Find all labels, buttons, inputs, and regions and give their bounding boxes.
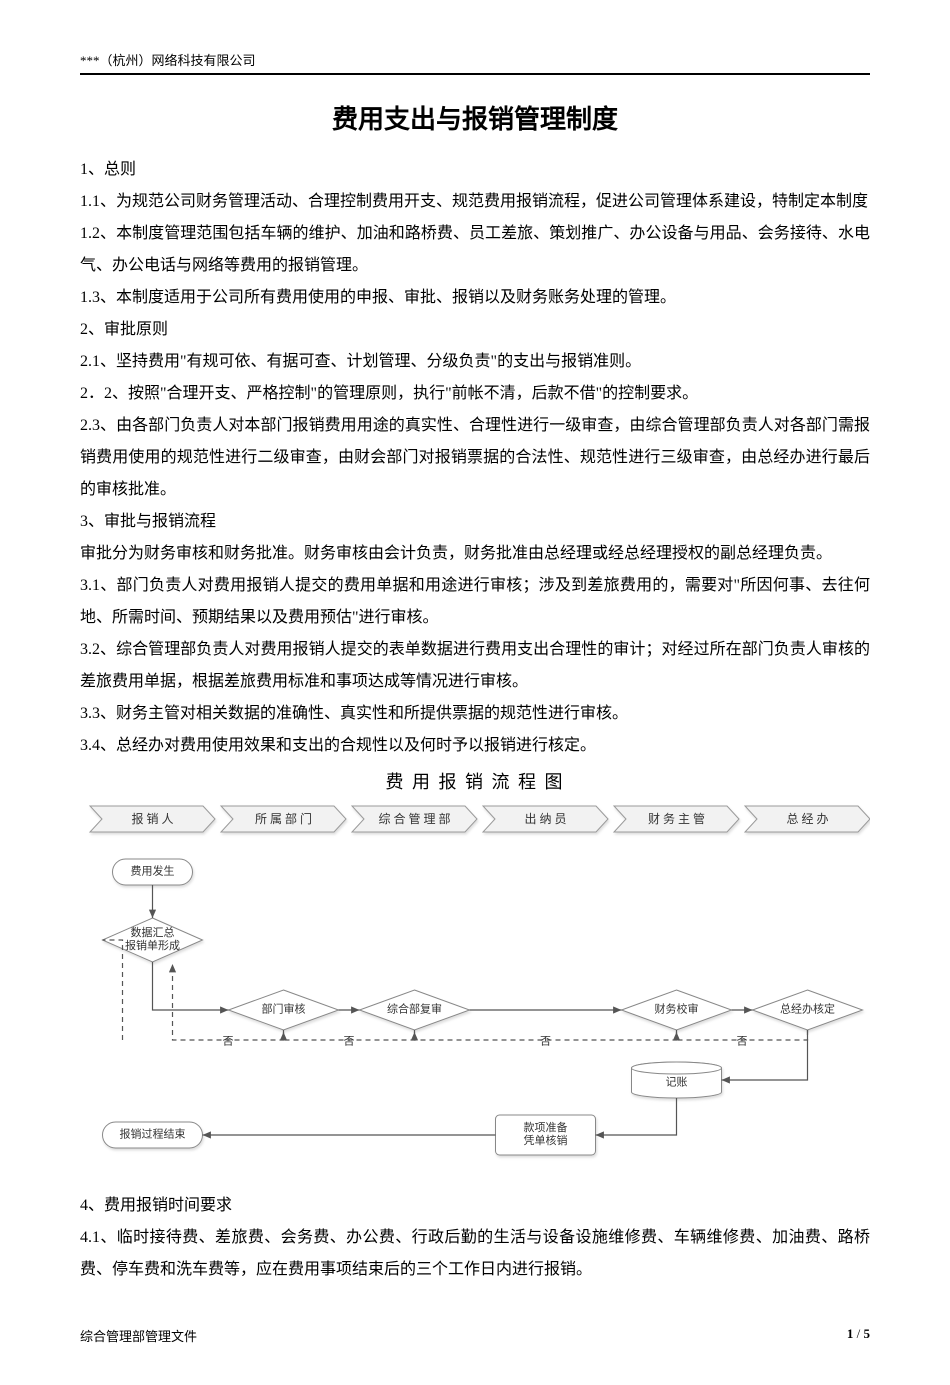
para-4-1: 4.1、临时接待费、差旅费、会务费、办公费、行政后勤的生活与设备设施维修费、车辆… <box>80 1222 870 1286</box>
page-total: 5 <box>864 1326 871 1341</box>
svg-text:财 务 主 管: 财 务 主 管 <box>648 811 705 826</box>
section-3-heading: 3、审批与报销流程 <box>80 506 870 538</box>
footer-page: 1 / 5 <box>847 1326 870 1345</box>
para-1-1: 1.1、为规范公司财务管理活动、合理控制费用开支、规范费用报销流程，促进公司管理… <box>80 186 870 218</box>
flowchart: 报 销 人 所 属 部 门 综 合 管 理 部 出 纳 员 财 务 主 管 总 经 办费用… <box>80 800 870 1170</box>
svg-text:凭单核销: 凭单核销 <box>524 1133 568 1147</box>
svg-text:所 属 部 门: 所 属 部 门 <box>255 811 312 826</box>
svg-text:款项准备: 款项准备 <box>524 1120 568 1134</box>
svg-text:部门审核: 部门审核 <box>262 1002 306 1016</box>
svg-text:总 经 办: 总 经 办 <box>786 811 828 826</box>
svg-text:否: 否 <box>344 1036 355 1048</box>
section-1-heading: 1、总则 <box>80 154 870 186</box>
svg-text:否: 否 <box>737 1036 748 1048</box>
svg-text:总经办核定: 总经办核定 <box>780 1002 835 1016</box>
document-body: 1、总则 1.1、为规范公司财务管理活动、合理控制费用开支、规范费用报销流程，促… <box>80 154 870 762</box>
document-body-2: 4、费用报销时间要求 4.1、临时接待费、差旅费、会务费、办公费、行政后勤的生活… <box>80 1190 870 1286</box>
page-sep: / <box>853 1326 863 1341</box>
flowchart-title: 费 用 报 销 流 程 图 <box>80 768 870 794</box>
para-3-1: 3.1、部门负责人对费用报销人提交的费用单据和用途进行审核；涉及到差旅费用的，需… <box>80 570 870 634</box>
svg-text:出 纳 员: 出 纳 员 <box>524 812 566 826</box>
svg-text:综合部复审: 综合部复审 <box>387 1002 442 1016</box>
para-1-2: 1.2、本制度管理范围包括车辆的维护、加油和路桥费、员工差旅、策划推广、办公设备… <box>80 218 870 282</box>
svg-text:综 合 管 理 部: 综 合 管 理 部 <box>378 811 450 826</box>
para-3-intro: 审批分为财务审核和财务批准。财务审核由会计负责，财务批准由总经理或经总经理授权的… <box>80 538 870 570</box>
header-company: ***（杭州）网络科技有限公司 <box>80 50 870 75</box>
section-4-heading: 4、费用报销时间要求 <box>80 1190 870 1222</box>
page-footer: 综合管理部管理文件 1 / 5 <box>80 1326 870 1345</box>
svg-text:报 销 人: 报 销 人 <box>131 811 173 826</box>
svg-text:否: 否 <box>223 1036 234 1048</box>
svg-text:费用发生: 费用发生 <box>131 864 175 878</box>
svg-text:财务校审: 财务校审 <box>655 1002 699 1016</box>
svg-text:否: 否 <box>540 1036 551 1048</box>
svg-text:数据汇总: 数据汇总 <box>131 925 175 939</box>
document-title: 费用支出与报销管理制度 <box>80 99 870 136</box>
para-3-2: 3.2、综合管理部负责人对费用报销人提交的表单数据进行费用支出合理性的审计；对经… <box>80 634 870 698</box>
section-2-heading: 2、审批原则 <box>80 314 870 346</box>
para-2-2: 2．2、按照"合理开支、严格控制"的管理原则，执行"前帐不清，后款不借"的控制要… <box>80 378 870 410</box>
footer-left: 综合管理部管理文件 <box>80 1326 197 1345</box>
para-2-3: 2.3、由各部门负责人对本部门报销费用用途的真实性、合理性进行一级审查，由综合管… <box>80 410 870 506</box>
para-3-4: 3.4、总经办对费用使用效果和支出的合规性以及何时予以报销进行核定。 <box>80 730 870 762</box>
para-3-3: 3.3、财务主管对相关数据的准确性、真实性和所提供票据的规范性进行审核。 <box>80 698 870 730</box>
para-2-1: 2.1、坚持费用"有规可依、有据可查、计划管理、分级负责"的支出与报销准则。 <box>80 346 870 378</box>
para-1-3: 1.3、本制度适用于公司所有费用使用的申报、审批、报销以及财务账务处理的管理。 <box>80 282 870 314</box>
svg-text:报销过程结束: 报销过程结束 <box>120 1127 186 1141</box>
svg-text:记账: 记账 <box>666 1076 688 1089</box>
svg-text:报销单形成: 报销单形成 <box>125 938 180 952</box>
